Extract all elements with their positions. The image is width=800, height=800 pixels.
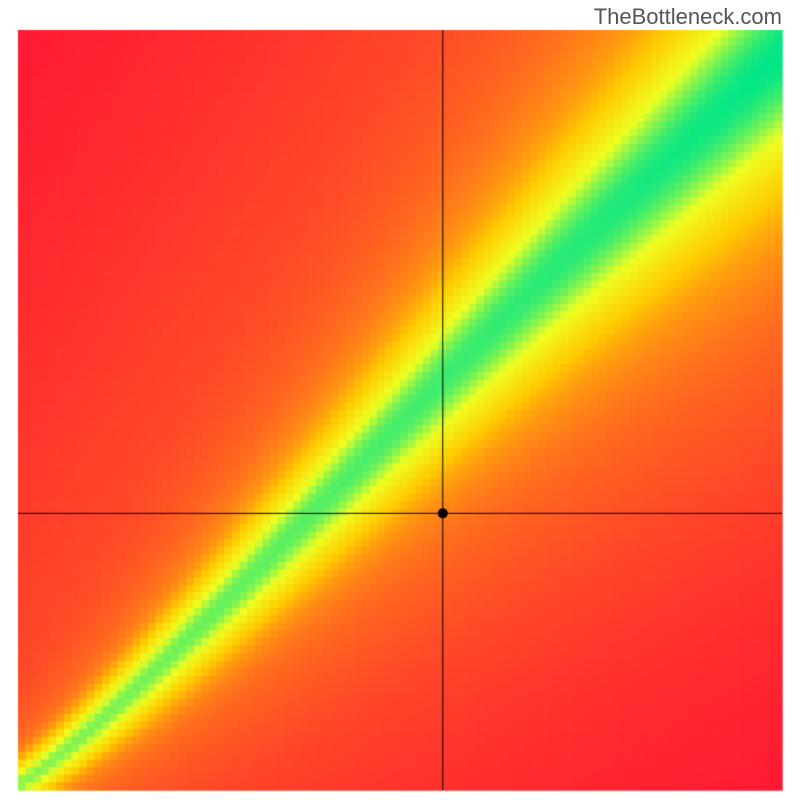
watermark-text: TheBottleneck.com: [594, 4, 782, 30]
bottleneck-heatmap: [0, 0, 800, 800]
chart-container: TheBottleneck.com: [0, 0, 800, 800]
